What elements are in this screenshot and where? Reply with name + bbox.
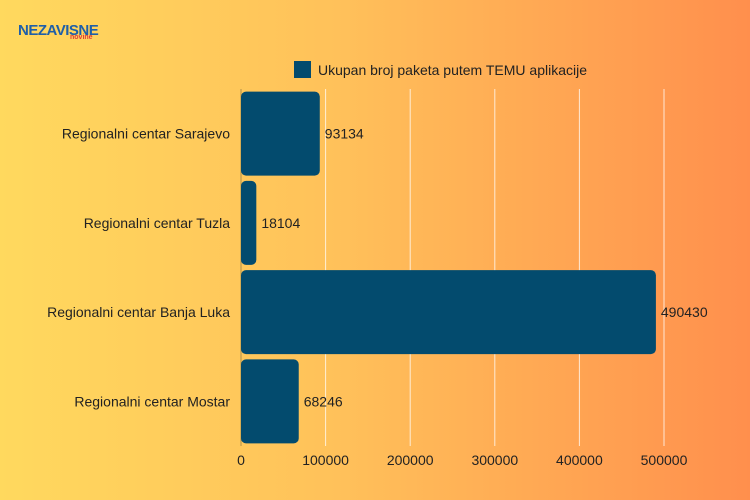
category-label: Regionalni centar Mostar <box>74 393 230 409</box>
data-label: 490430 <box>661 304 708 320</box>
x-tick-label: 200000 <box>387 452 434 468</box>
category-label: Regionalni centar Tuzla <box>84 215 231 231</box>
category-label: Regionalni centar Banja Luka <box>47 304 230 320</box>
bar-group <box>241 91 656 444</box>
x-tick-label: 300000 <box>471 452 518 468</box>
bar <box>241 180 257 265</box>
data-label: 93134 <box>325 126 364 142</box>
brand-logo: NEZAVISNE <box>18 22 99 39</box>
x-tick-label: 100000 <box>302 452 349 468</box>
x-tick-labels: 0 100000 200000 300000 400000 500000 <box>237 452 687 468</box>
data-label: 68246 <box>304 393 343 409</box>
brand-logo-sub: novine <box>70 34 93 41</box>
x-tick-label: 400000 <box>556 452 603 468</box>
data-label: 18104 <box>261 215 300 231</box>
value-labels: 93134 18104 490430 68246 <box>261 126 708 410</box>
legend: Ukupan broj paketa putem TEMU aplikacije <box>294 61 587 78</box>
x-tick-label: 0 <box>237 452 245 468</box>
legend-swatch <box>294 61 311 78</box>
bar <box>241 91 320 176</box>
bar <box>241 270 656 355</box>
x-tick-label: 500000 <box>641 452 688 468</box>
bar <box>241 359 299 444</box>
category-labels: Regionalni centar Sarajevo Regionalni cen… <box>47 126 230 410</box>
legend-label: Ukupan broj paketa putem TEMU aplikacije <box>318 62 587 78</box>
category-label: Regionalni centar Sarajevo <box>62 126 230 142</box>
